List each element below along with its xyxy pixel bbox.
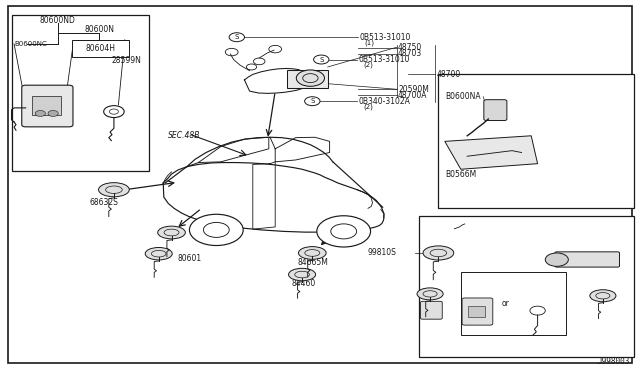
Text: 80600ND: 80600ND	[40, 16, 76, 25]
Text: 20590M: 20590M	[398, 85, 429, 94]
Ellipse shape	[423, 246, 454, 260]
Text: 68632S: 68632S	[89, 198, 118, 207]
Text: 0B340-3102A: 0B340-3102A	[358, 97, 410, 106]
Text: S: S	[310, 98, 314, 104]
FancyBboxPatch shape	[420, 301, 442, 319]
Text: (2): (2)	[364, 62, 373, 68]
FancyBboxPatch shape	[555, 252, 620, 267]
Text: B0566M: B0566M	[445, 170, 476, 179]
Text: 0B513-31010: 0B513-31010	[360, 33, 411, 42]
Text: 80600N: 80600N	[84, 25, 114, 34]
Text: 48700A: 48700A	[398, 91, 428, 100]
Ellipse shape	[99, 183, 129, 197]
Text: 28599N: 28599N	[112, 56, 142, 65]
Bar	[461, 272, 566, 335]
Text: 48750: 48750	[398, 43, 422, 52]
Text: or: or	[502, 299, 509, 308]
Bar	[12, 15, 149, 171]
Text: (1): (1)	[365, 39, 375, 46]
Ellipse shape	[298, 247, 326, 259]
Circle shape	[35, 110, 45, 116]
Text: 80601: 80601	[178, 254, 202, 263]
Polygon shape	[445, 136, 538, 169]
Text: 0B513-31010: 0B513-31010	[358, 55, 410, 64]
Bar	[32, 96, 61, 115]
Ellipse shape	[145, 247, 172, 260]
Ellipse shape	[289, 268, 316, 281]
Text: 84460: 84460	[291, 279, 316, 288]
Bar	[419, 216, 634, 357]
Ellipse shape	[417, 288, 443, 300]
Text: S: S	[319, 57, 323, 62]
Ellipse shape	[157, 226, 186, 239]
Text: 48703: 48703	[398, 49, 422, 58]
Bar	[72, 40, 129, 57]
Text: 84665M: 84665M	[298, 258, 328, 267]
Circle shape	[296, 70, 324, 86]
FancyBboxPatch shape	[462, 298, 493, 325]
Circle shape	[189, 214, 243, 246]
Text: 80603: 80603	[192, 227, 216, 236]
Text: (2): (2)	[364, 103, 373, 110]
Text: 99810S: 99810S	[368, 248, 397, 257]
Text: 48700: 48700	[436, 70, 461, 79]
Text: SEC.48B: SEC.48B	[168, 131, 200, 140]
Text: 80604H: 80604H	[86, 44, 115, 53]
Bar	[287, 70, 328, 88]
Circle shape	[317, 216, 371, 247]
Bar	[468, 306, 485, 317]
Circle shape	[545, 253, 568, 266]
Text: B0600NA: B0600NA	[445, 92, 481, 101]
Text: S: S	[235, 34, 239, 40]
Circle shape	[48, 110, 58, 116]
FancyBboxPatch shape	[484, 100, 507, 121]
Text: B0600NC: B0600NC	[14, 41, 47, 47]
Bar	[438, 74, 634, 208]
FancyBboxPatch shape	[22, 85, 73, 127]
Text: J998003: J998003	[598, 357, 630, 366]
Ellipse shape	[590, 290, 616, 302]
